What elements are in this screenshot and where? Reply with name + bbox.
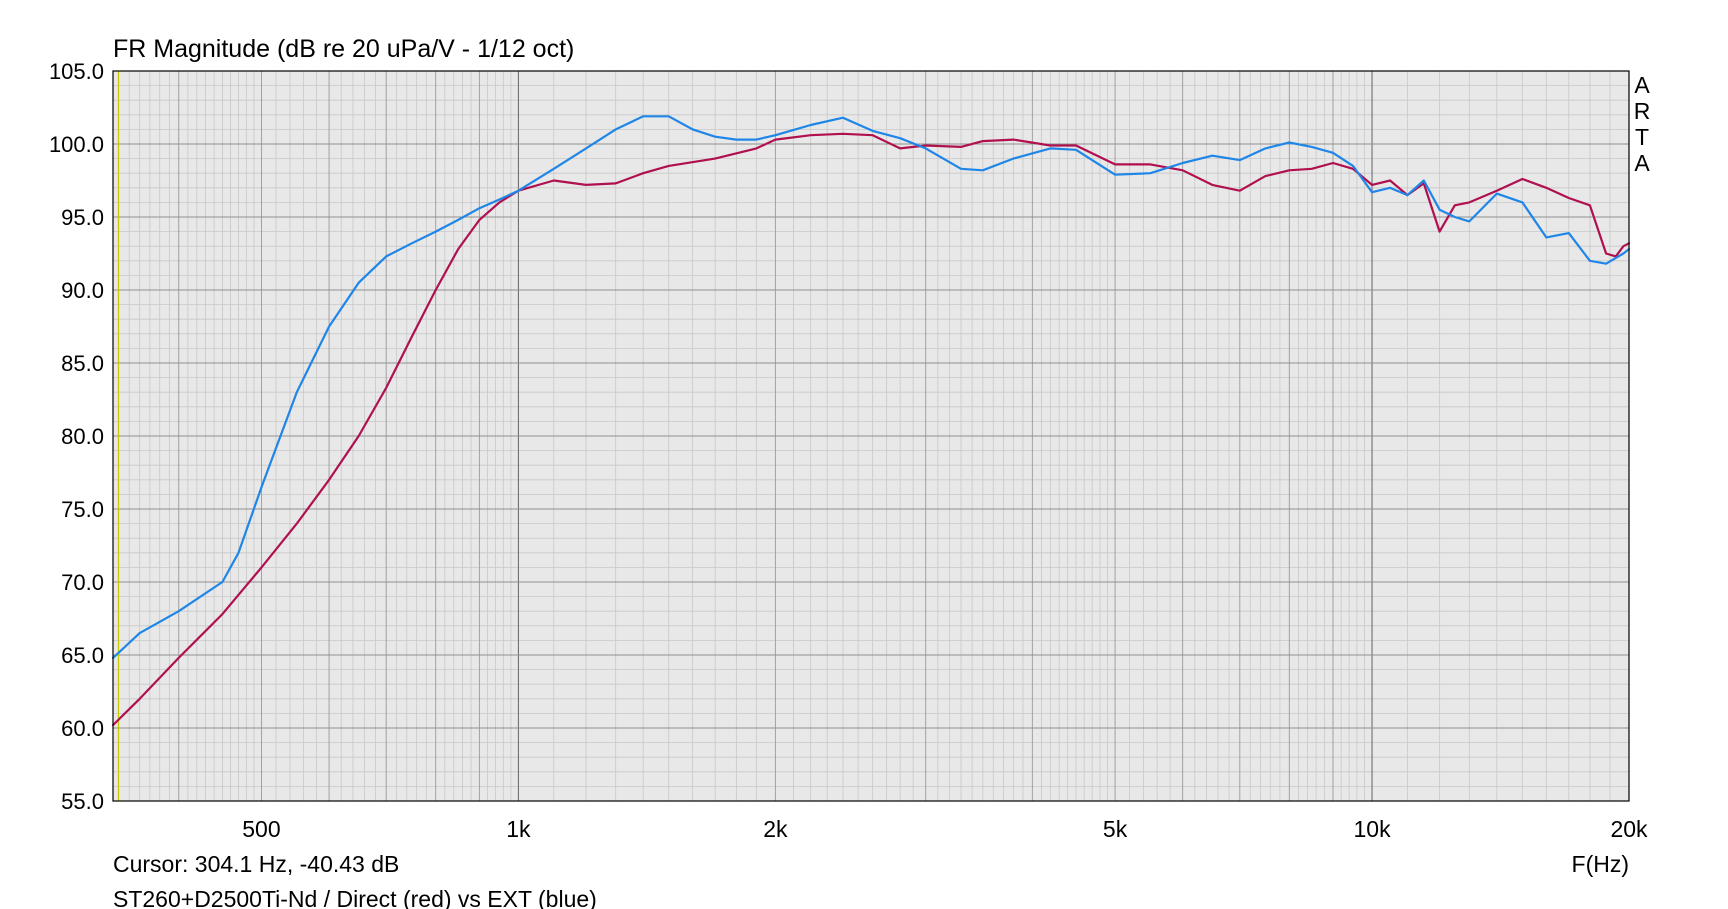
x-axis-label: F(Hz) xyxy=(1572,851,1629,877)
y-tick-label: 75.0 xyxy=(61,497,104,522)
y-tick-label: 85.0 xyxy=(61,351,104,376)
y-tick-label: 90.0 xyxy=(61,278,104,303)
cursor-readout: Cursor: 304.1 Hz, -40.43 dB xyxy=(113,851,399,877)
y-tick-label: 105.0 xyxy=(49,59,104,84)
y-tick-labels: 55.0 60.0 65.0 70.0 75.0 80.0 85.0 90.0 95.0 100.… xyxy=(49,59,104,814)
x-tick-label: 1k xyxy=(506,816,531,842)
chart-caption: ST260+D2500Ti-Nd / Direct (red) vs EXT (… xyxy=(113,886,597,909)
plot-frame xyxy=(112,70,1630,802)
major-grid xyxy=(113,71,1629,801)
x-tick-label: 5k xyxy=(1103,816,1128,842)
y-tick-label: 70.0 xyxy=(61,570,104,595)
x-tick-label: 20k xyxy=(1610,816,1648,842)
chart-title: FR Magnitude (dB re 20 uPa/V - 1/12 oct) xyxy=(113,35,574,63)
y-tick-label: 95.0 xyxy=(61,205,104,230)
series-line-1 xyxy=(111,115,1631,660)
watermark-letter: R xyxy=(1634,98,1651,124)
y-tick-label: 80.0 xyxy=(61,424,104,449)
x-tick-label: 10k xyxy=(1353,816,1391,842)
x-tick-label: 500 xyxy=(242,816,280,842)
series-line-0 xyxy=(111,132,1631,727)
y-tick-label: 55.0 xyxy=(61,789,104,814)
watermark-letter: A xyxy=(1634,72,1650,98)
watermark-letter: A xyxy=(1634,150,1650,176)
y-tick-label: 60.0 xyxy=(61,716,104,741)
y-tick-label: 65.0 xyxy=(61,643,104,668)
x-tick-label: 2k xyxy=(763,816,788,842)
series-layer xyxy=(111,115,1631,727)
x-tick-labels: 500 1k 2k 5k 10k 20k xyxy=(242,816,1648,842)
y-tick-label: 100.0 xyxy=(49,132,104,157)
watermark-letter: T xyxy=(1635,124,1649,150)
